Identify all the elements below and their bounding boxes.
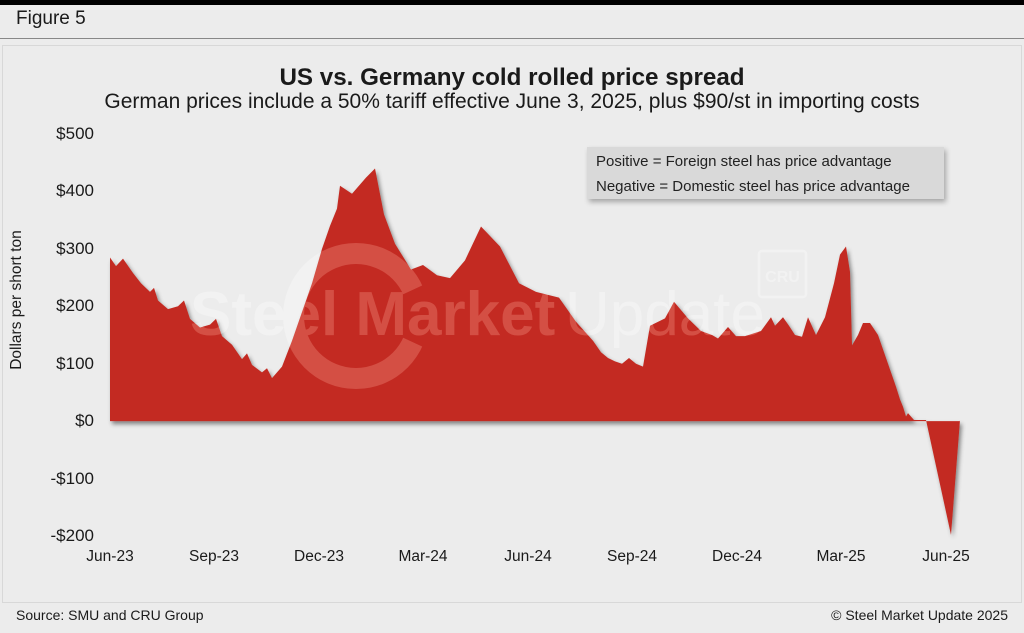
svg-text:Steel Market: Steel Market (190, 280, 555, 349)
svg-text:Update: Update (565, 280, 765, 349)
svg-text:CRU: CRU (765, 269, 800, 286)
